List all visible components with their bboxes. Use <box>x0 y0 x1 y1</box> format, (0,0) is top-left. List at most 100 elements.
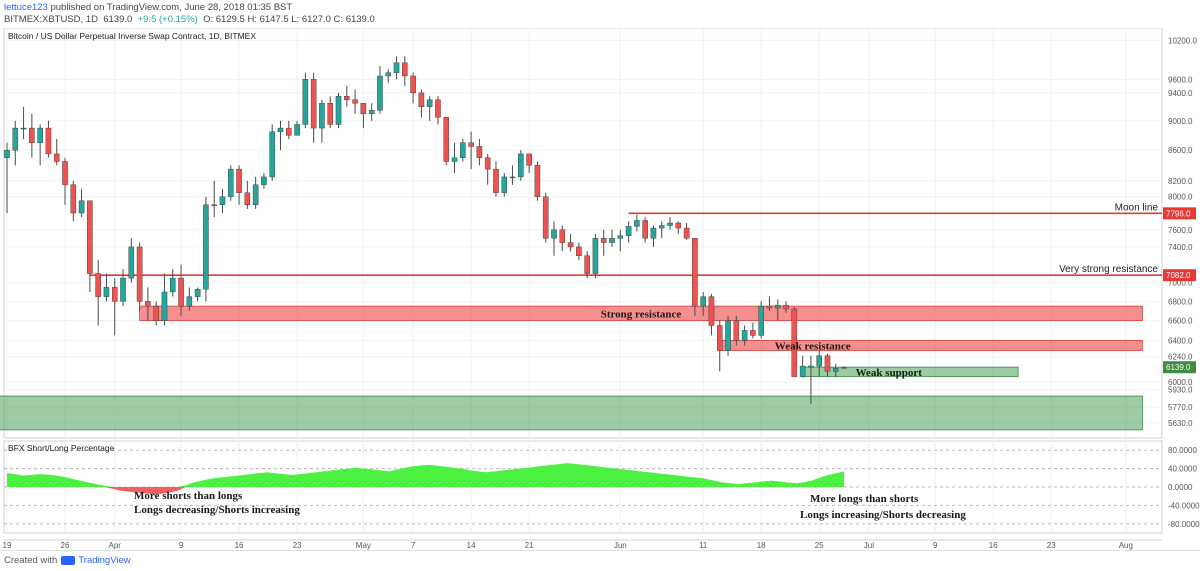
candle-body <box>186 296 193 307</box>
publish-line: lettuce123 published on TradingView.com,… <box>4 2 292 13</box>
time-tick-label: 9 <box>179 541 184 550</box>
candle-body <box>824 355 831 372</box>
candle-body <box>153 305 159 321</box>
indicator-tick-label: 0.0000 <box>1168 483 1193 492</box>
candle-body <box>286 127 292 136</box>
price-tick-label: 6600.0 <box>1168 317 1193 326</box>
level-label: Very strong resistance <box>1059 264 1158 275</box>
candle-body <box>791 308 798 377</box>
candle-body <box>708 296 715 326</box>
created-with-label: Created with <box>4 555 58 566</box>
time-tick-label: 25 <box>815 541 824 550</box>
candle-body <box>634 220 640 227</box>
annotation-layer: Bitcoin / US Dollar Perpetual Inverse Sw… <box>8 31 1158 521</box>
candle-body <box>816 355 822 367</box>
price-change: +9.5 (+0.15%) <box>137 14 198 25</box>
time-tick-label: 16 <box>989 541 998 550</box>
candle-body <box>799 365 806 377</box>
candle-body <box>294 124 300 136</box>
price-tick-label: 10200.0 <box>1168 36 1197 45</box>
candle-body <box>136 246 143 302</box>
level-price-tag-text: 7796.0 <box>1166 209 1191 218</box>
candle-body <box>451 157 458 162</box>
zone-label: Weak support <box>856 367 923 379</box>
candle-body <box>45 127 52 155</box>
candle-body <box>219 196 226 206</box>
candle-body <box>559 229 566 243</box>
candle-body <box>609 238 615 243</box>
zone-rect <box>139 305 1143 321</box>
candle-body <box>335 96 342 125</box>
candle-body <box>95 273 101 297</box>
candle-body <box>111 287 118 302</box>
candle-body <box>741 330 748 341</box>
candle-body <box>509 176 516 179</box>
candle-body <box>128 246 135 279</box>
candle-body <box>70 184 77 214</box>
tradingview-logo-icon <box>61 555 76 565</box>
candle-body <box>692 238 698 307</box>
candle-body <box>12 127 19 151</box>
tradingview-link[interactable]: TradingView <box>78 555 131 566</box>
candle-body <box>700 296 706 307</box>
zone-label: Strong resistance <box>601 308 682 320</box>
time-tick-label: 19 <box>3 541 12 550</box>
candle-body <box>766 305 773 309</box>
candle-body <box>20 127 27 130</box>
candle-body <box>468 142 474 147</box>
levels-layer <box>89 212 1162 277</box>
candle-body <box>310 79 317 129</box>
candle-body <box>344 96 350 100</box>
price-tick-label: 6000.0 <box>1168 378 1193 387</box>
candle-body <box>4 149 10 158</box>
candle-body <box>327 103 333 125</box>
candle-body <box>29 127 35 143</box>
candle-body <box>228 168 234 197</box>
candle-body <box>501 176 508 193</box>
candle-body <box>617 235 624 239</box>
candle-body <box>460 142 466 158</box>
candles-layer <box>4 56 847 404</box>
price-tick-label: 6240.0 <box>1168 353 1193 362</box>
candle-body <box>683 227 690 239</box>
candle-body <box>402 62 408 77</box>
price-tick-label: 5770.0 <box>1168 403 1193 412</box>
level-price-tag <box>1163 269 1196 282</box>
price-tick-label: 5930.0 <box>1168 386 1193 395</box>
candle-body <box>53 153 60 162</box>
candle-body <box>368 110 375 114</box>
indicator-title: BFX Short/Long Percentage <box>8 443 115 453</box>
price-tick-label: 9600.0 <box>1168 75 1193 84</box>
candle-body <box>584 255 590 274</box>
time-tick-label: May <box>356 541 371 550</box>
symbol-label: BITMEX:XBTUSD, 1D <box>4 14 98 25</box>
indicator-area-negative <box>7 487 845 495</box>
price-tick-label: 6800.0 <box>1168 297 1193 306</box>
price-tick-label: 8200.0 <box>1168 177 1193 186</box>
price-chart[interactable]: 10200.0 9600.0 9400.0 9000.0 8600.0 8200.0 800… <box>0 28 1200 550</box>
candle-body <box>211 204 217 207</box>
author-link[interactable]: lettuce123 <box>4 2 48 13</box>
candle-body <box>725 320 731 351</box>
candle-body <box>476 146 483 158</box>
price-tick-label: 9400.0 <box>1168 89 1193 98</box>
candle-body <box>418 92 425 107</box>
candle-body <box>833 367 839 372</box>
candle-body <box>774 304 781 309</box>
candle-body <box>526 153 532 166</box>
indicator-note-left: More shorts than longs <box>134 490 243 502</box>
indicator-tick-label: 40.0000 <box>1168 465 1197 474</box>
time-tick-label: 26 <box>61 541 70 550</box>
candle-body <box>37 127 43 143</box>
candle-body <box>302 79 309 125</box>
price-tick-label: 6400.0 <box>1168 336 1193 345</box>
price-tick-label: 8600.0 <box>1168 146 1193 155</box>
chart-title: Bitcoin / US Dollar Perpetual Inverse Sw… <box>8 31 256 41</box>
candle-body <box>393 62 400 73</box>
indicator-tick-label: -80.0000 <box>1168 520 1200 529</box>
price-tick-label: 8000.0 <box>1168 193 1193 202</box>
indicator-note-left: Longs decreasing/Shorts increasing <box>134 504 300 516</box>
candle-body <box>269 131 275 178</box>
candle-body <box>808 365 814 368</box>
candle-body <box>518 153 524 178</box>
